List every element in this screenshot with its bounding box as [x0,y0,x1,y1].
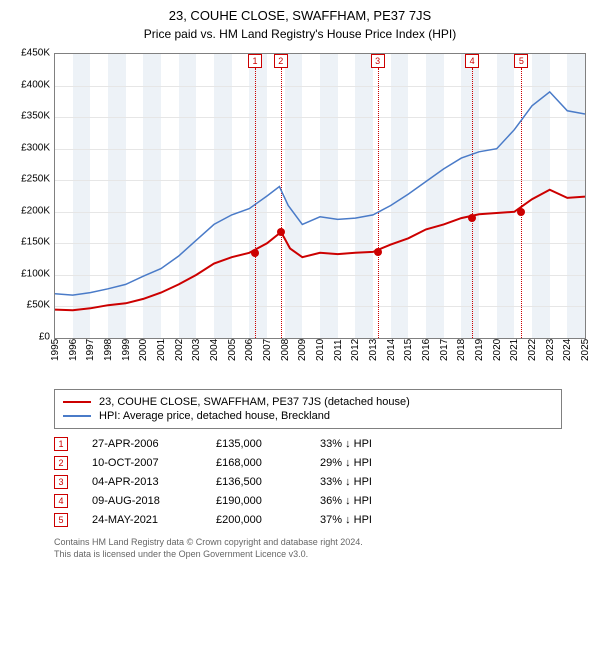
sales-row: 3 04-APR-2013 £136,500 33% ↓ HPI [54,475,562,489]
sale-number: 3 [54,475,68,489]
sale-number: 1 [54,437,68,451]
sale-date: 27-APR-2006 [92,438,192,450]
page-subtitle: Price paid vs. HM Land Registry's House … [10,27,590,41]
sale-number: 5 [54,513,68,527]
sale-vs-hpi: 33% ↓ HPI [320,438,420,450]
y-axis-label: £350K [21,111,50,122]
sale-price: £190,000 [216,495,296,507]
sale-price: £135,000 [216,438,296,450]
y-axis-label: £200K [21,205,50,216]
y-axis-label: £450K [21,48,50,59]
sale-price: £136,500 [216,476,296,488]
legend-swatch [63,415,91,417]
legend-swatch [63,401,91,403]
sale-point [277,228,285,236]
sales-row: 4 09-AUG-2018 £190,000 36% ↓ HPI [54,494,562,508]
sales-table: 1 27-APR-2006 £135,000 33% ↓ HPI 2 10-OCT-200… [54,437,562,527]
legend-item-property: 23, COUHE CLOSE, SWAFFHAM, PE37 7JS (det… [63,396,553,408]
sales-row: 1 27-APR-2006 £135,000 33% ↓ HPI [54,437,562,451]
sales-row: 2 10-OCT-2007 £168,000 29% ↓ HPI [54,456,562,470]
sale-date: 24-MAY-2021 [92,514,192,526]
footer: Contains HM Land Registry data © Crown c… [54,537,562,560]
y-axis-label: £250K [21,174,50,185]
y-axis-label: £50K [27,300,50,311]
y-axis-label: £150K [21,237,50,248]
sale-point [374,248,382,256]
y-axis-label: £400K [21,79,50,90]
y-axis-label: £100K [21,268,50,279]
sale-vs-hpi: 36% ↓ HPI [320,495,420,507]
footer-line: Contains HM Land Registry data © Crown c… [54,537,562,549]
x-axis-label: 2025 [580,339,600,361]
sale-number: 4 [54,494,68,508]
sale-vs-hpi: 33% ↓ HPI [320,476,420,488]
sale-price: £200,000 [216,514,296,526]
y-axis-label: £0 [39,332,50,343]
sale-number: 2 [54,456,68,470]
sale-vs-hpi: 29% ↓ HPI [320,457,420,469]
sale-date: 04-APR-2013 [92,476,192,488]
sale-date: 09-AUG-2018 [92,495,192,507]
page-title: 23, COUHE CLOSE, SWAFFHAM, PE37 7JS [10,8,590,23]
sale-vs-hpi: 37% ↓ HPI [320,514,420,526]
sale-date: 10-OCT-2007 [92,457,192,469]
legend: 23, COUHE CLOSE, SWAFFHAM, PE37 7JS (det… [54,389,562,429]
legend-label: 23, COUHE CLOSE, SWAFFHAM, PE37 7JS (det… [99,396,410,408]
sale-point [517,208,525,216]
sale-point [468,214,476,222]
sale-point [251,249,259,257]
y-axis-label: £300K [21,142,50,153]
sales-row: 5 24-MAY-2021 £200,000 37% ↓ HPI [54,513,562,527]
footer-line: This data is licensed under the Open Gov… [54,549,562,561]
legend-label: HPI: Average price, detached house, Brec… [99,410,330,422]
sale-price: £168,000 [216,457,296,469]
legend-item-hpi: HPI: Average price, detached house, Brec… [63,410,553,422]
price-chart: 12345 £0£50K£100K£150K£200K£250K£300K£35… [10,49,590,379]
